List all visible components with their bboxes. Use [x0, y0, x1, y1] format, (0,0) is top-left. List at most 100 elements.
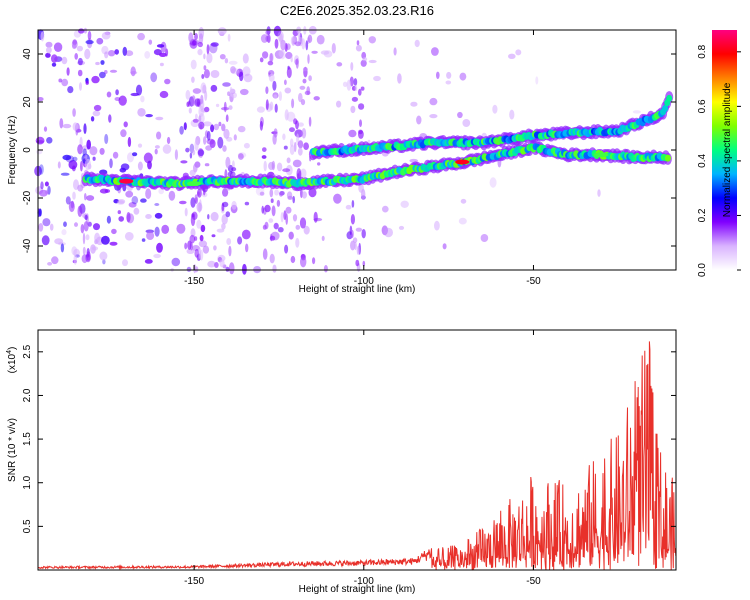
- noise-speckle: [99, 251, 108, 261]
- noise-speckle: [206, 44, 210, 55]
- noise-speckle: [186, 266, 192, 272]
- noise-speckle: [333, 193, 342, 204]
- noise-speckle: [269, 188, 274, 198]
- noise-speckle: [188, 32, 194, 43]
- noise-speckle: [77, 205, 83, 217]
- noise-speckle: [118, 95, 127, 106]
- noise-speckle: [115, 89, 119, 96]
- noise-speckle: [92, 156, 96, 161]
- noise-speckle: [63, 221, 67, 227]
- noise-speckle: [294, 41, 301, 47]
- noise-speckle: [194, 194, 198, 202]
- noise-speckle: [350, 214, 355, 225]
- noise-speckle: [222, 82, 231, 87]
- noise-speckle: [274, 189, 279, 196]
- noise-speckle: [68, 201, 75, 213]
- noise-speckle: [222, 145, 227, 152]
- colorbar-label: Normalized spectral amplitude: [722, 82, 733, 217]
- noise-speckle: [242, 53, 249, 64]
- noise-speckle: [231, 167, 237, 172]
- noise-speckle: [91, 75, 100, 84]
- noise-speckle: [222, 201, 229, 208]
- noise-speckle: [269, 235, 276, 241]
- noise-speckle: [515, 49, 522, 56]
- noise-speckle: [241, 229, 251, 240]
- noise-speckle: [457, 111, 463, 119]
- noise-speckle: [127, 136, 132, 148]
- noise-speckle: [336, 62, 343, 67]
- noise-speckle: [179, 200, 187, 205]
- noise-speckle: [262, 51, 269, 59]
- noise-speckle: [191, 211, 198, 220]
- noise-speckle: [297, 29, 301, 40]
- noise-speckle: [368, 59, 377, 64]
- noise-speckle: [200, 224, 206, 233]
- noise-speckle: [353, 78, 358, 86]
- noise-speckle: [83, 27, 88, 34]
- noise-speckle: [49, 223, 54, 231]
- noise-speckle: [156, 242, 163, 253]
- noise-speckle: [231, 200, 237, 210]
- noise-speckle: [137, 32, 146, 41]
- noise-speckle: [227, 91, 231, 96]
- noise-speckle: [203, 53, 206, 60]
- colorbar-tick-label: 0.4: [697, 154, 708, 168]
- noise-speckle: [508, 53, 516, 59]
- noise-speckle: [203, 65, 207, 71]
- noise-speckle: [43, 126, 48, 132]
- noise-speckle: [51, 54, 58, 63]
- noise-speckle: [86, 251, 91, 261]
- noise-speckle: [346, 231, 353, 240]
- noise-speckle: [117, 210, 122, 215]
- noise-speckle: [360, 86, 365, 91]
- noise-speckle: [199, 234, 204, 242]
- noise-speckle: [342, 81, 348, 88]
- noise-speckle: [272, 264, 277, 273]
- snr-panel: -150 -100 -50 0.5 1.0 1.5 2.0 2.5 Height of st…: [6, 329, 677, 595]
- ridge-hotspot: [187, 181, 202, 187]
- noise-speckle: [176, 223, 186, 234]
- noise-speckle: [47, 262, 53, 266]
- noise-speckle: [299, 217, 307, 229]
- noise-speckle: [277, 227, 284, 233]
- noise-speckle: [346, 79, 352, 91]
- noise-speckle: [191, 95, 196, 106]
- noise-speckle: [47, 185, 51, 195]
- noise-speckle: [358, 88, 362, 96]
- noise-speckle: [198, 33, 204, 44]
- noise-speckle: [282, 133, 286, 141]
- noise-speckle: [204, 163, 210, 167]
- noise-speckle: [45, 41, 53, 48]
- ridge-core: [664, 154, 671, 162]
- noise-speckle: [509, 109, 515, 120]
- noise-speckle: [85, 234, 90, 241]
- snr-y-ticks: 0.5 1.0 1.5 2.0 2.5: [22, 344, 676, 533]
- noise-speckle: [140, 95, 145, 103]
- noise-speckle: [37, 97, 44, 102]
- noise-speckle: [410, 101, 418, 107]
- noise-speckle: [312, 257, 316, 265]
- noise-speckle: [91, 246, 99, 251]
- noise-speckle: [214, 262, 219, 268]
- noise-speckle: [82, 246, 86, 256]
- noise-speckle: [93, 223, 100, 231]
- noise-speckle: [261, 205, 265, 214]
- noise-speckle: [112, 151, 119, 159]
- noise-speckle: [36, 140, 45, 144]
- noise-speckle: [180, 160, 188, 164]
- noise-speckle: [210, 124, 215, 133]
- noise-speckle: [273, 94, 278, 99]
- noise-speckle: [118, 216, 124, 222]
- noise-speckle: [203, 121, 212, 127]
- noise-speckle: [224, 58, 229, 64]
- noise-speckle: [276, 199, 281, 207]
- noise-speckle: [80, 160, 83, 172]
- ridge-hotspot: [119, 178, 134, 184]
- noise-speckle: [184, 207, 188, 217]
- noise-speckle: [265, 99, 269, 111]
- noise-speckle: [128, 202, 137, 208]
- noise-speckle: [156, 131, 162, 140]
- noise-speckle: [198, 240, 208, 248]
- noise-speckle: [77, 69, 83, 77]
- noise-speckle: [282, 168, 291, 173]
